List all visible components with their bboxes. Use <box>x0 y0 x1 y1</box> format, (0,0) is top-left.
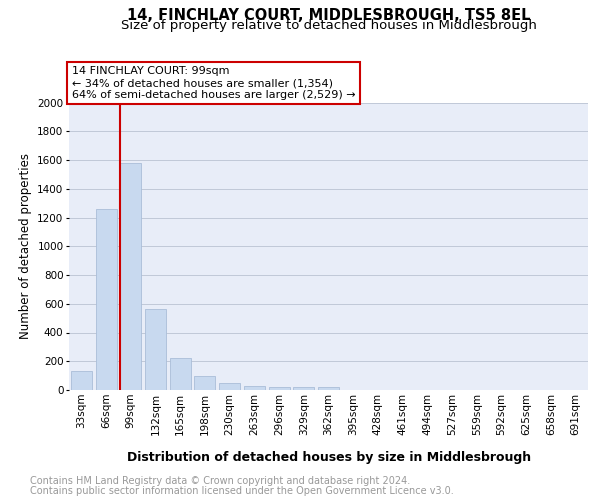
Text: 14 FINCHLAY COURT: 99sqm
← 34% of detached houses are smaller (1,354)
64% of sem: 14 FINCHLAY COURT: 99sqm ← 34% of detach… <box>71 66 355 100</box>
Text: Contains HM Land Registry data © Crown copyright and database right 2024.: Contains HM Land Registry data © Crown c… <box>30 476 410 486</box>
Bar <box>293 387 314 390</box>
Bar <box>244 386 265 390</box>
Bar <box>170 358 191 390</box>
Text: 14, FINCHLAY COURT, MIDDLESBROUGH, TS5 8EL: 14, FINCHLAY COURT, MIDDLESBROUGH, TS5 8… <box>127 8 530 22</box>
Bar <box>269 387 290 390</box>
Bar <box>120 163 141 390</box>
Y-axis label: Number of detached properties: Number of detached properties <box>19 153 32 340</box>
Bar <box>71 372 92 390</box>
Text: Distribution of detached houses by size in Middlesbrough: Distribution of detached houses by size … <box>127 451 531 464</box>
Text: Contains public sector information licensed under the Open Government Licence v3: Contains public sector information licen… <box>30 486 454 496</box>
Bar <box>145 309 166 390</box>
Text: Size of property relative to detached houses in Middlesbrough: Size of property relative to detached ho… <box>121 18 537 32</box>
Bar <box>219 382 240 390</box>
Bar <box>194 376 215 390</box>
Bar <box>318 387 339 390</box>
Bar <box>95 209 116 390</box>
